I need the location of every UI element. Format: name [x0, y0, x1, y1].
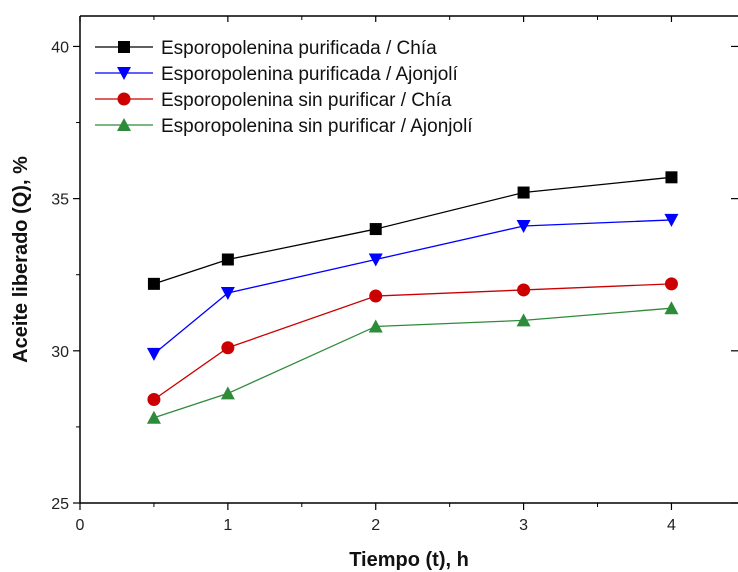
- data-point: [665, 171, 678, 184]
- legend-label: Esporopolenina sin purificar / Ajonjolí: [161, 116, 473, 137]
- x-tick-label: 0: [76, 517, 85, 534]
- data-point: [516, 313, 531, 327]
- data-point: [664, 277, 678, 291]
- data-point: [147, 277, 160, 290]
- data-point: [369, 289, 383, 303]
- data-point: [369, 223, 382, 236]
- series-line: [153, 307, 672, 419]
- legend-marker: [118, 41, 130, 53]
- series-3: [147, 277, 678, 407]
- data-point: [517, 186, 530, 199]
- x-tick-label: 4: [667, 517, 676, 534]
- series-line: [153, 283, 672, 401]
- data-point: [147, 393, 161, 407]
- series-line: [153, 176, 672, 285]
- data-point: [664, 301, 679, 315]
- x-tick-label: 3: [519, 517, 528, 534]
- series-2: [146, 213, 679, 361]
- series-4: [146, 301, 679, 424]
- data-point: [146, 410, 161, 424]
- data-point: [517, 283, 531, 297]
- x-tick-label: 1: [223, 517, 232, 534]
- data-point: [220, 386, 235, 400]
- data-point: [664, 213, 679, 227]
- data-point: [221, 253, 234, 266]
- legend-label: Esporopolenina purificada / Chía: [161, 38, 437, 59]
- data-point: [516, 220, 531, 234]
- series-layer: [146, 171, 679, 424]
- axes: [79, 15, 738, 504]
- data-point: [221, 341, 235, 355]
- legend-marker: [117, 118, 131, 131]
- legend-marker: [117, 92, 131, 106]
- x-tick-label: 2: [371, 517, 380, 534]
- y-tick-label: 40: [51, 39, 69, 56]
- legend-label: Esporopolenina sin purificar / Chía: [161, 90, 452, 111]
- data-point: [220, 286, 235, 300]
- data-point: [368, 319, 383, 333]
- ticks: 0 1 2 3 4 25 30 35 40: [51, 16, 738, 534]
- y-tick-label: 25: [51, 496, 69, 513]
- y-tick-label: 30: [51, 344, 69, 361]
- legend-label: Esporopolenina purificada / Ajonjolí: [161, 64, 459, 85]
- y-tick-label: 35: [51, 192, 69, 209]
- series-1: [147, 171, 678, 290]
- legend: Esporopolenina purificada / Chía Esporopo…: [95, 38, 473, 137]
- legend-marker: [117, 67, 131, 80]
- y-axis-title: Aceite liberado (Q), %: [10, 156, 32, 363]
- data-point: [146, 347, 161, 361]
- x-axis-title: Tiempo (t), h: [349, 549, 469, 571]
- data-point: [368, 253, 383, 267]
